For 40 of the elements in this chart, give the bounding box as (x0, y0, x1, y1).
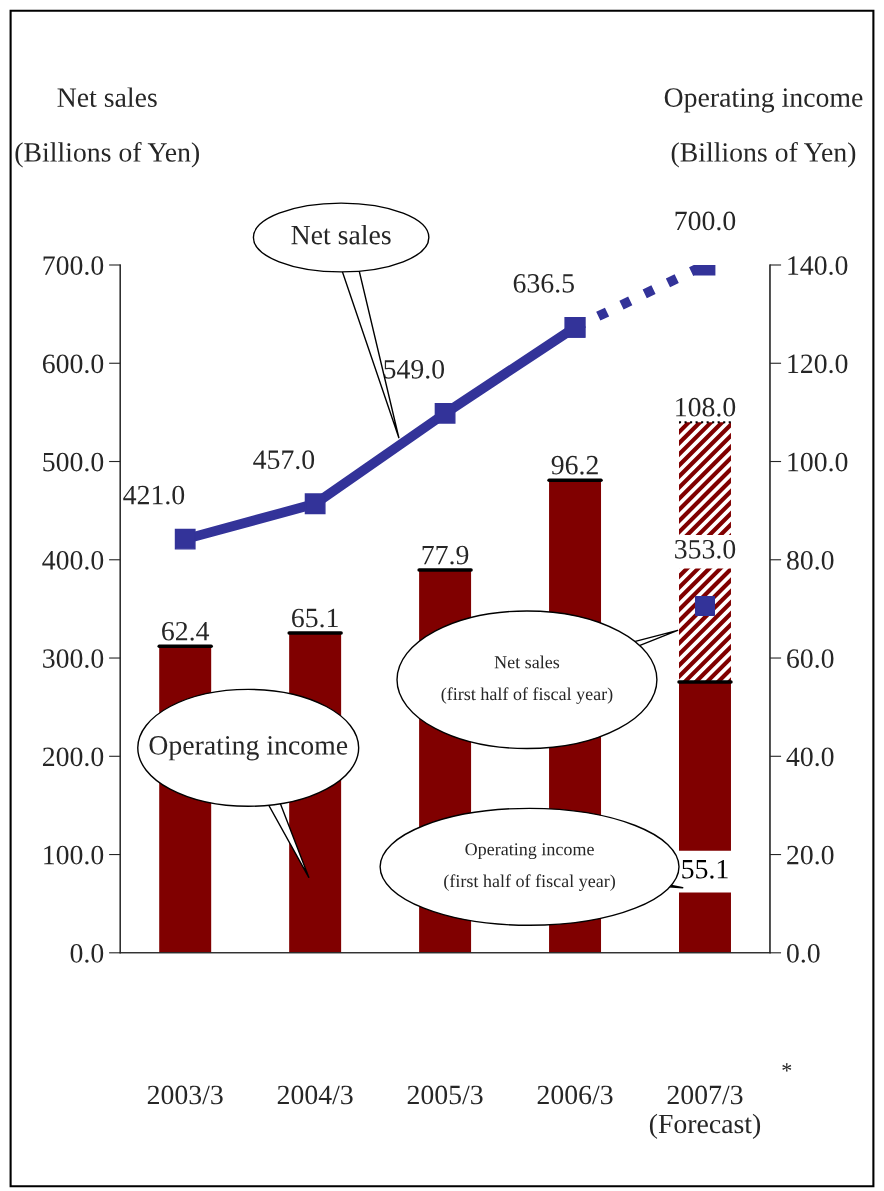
data-label: 353.0 (675, 539, 736, 559)
x-tick-label: 2007/3 (Forecast) (649, 1085, 761, 1139)
x-tick-label: 2005/3 (407, 1085, 483, 1105)
y-tick-label: 700.0 (43, 256, 104, 276)
annotation: Operating income (149, 736, 348, 761)
total-label: 77.9 (422, 545, 469, 565)
data-label: 421.0 (123, 485, 185, 505)
y2-tick-label: 140.0 (788, 256, 848, 276)
data-label: 549.0 (384, 359, 445, 379)
y-tick-label: 500.0 (43, 452, 104, 472)
annotation: Net sales (first half of fiscal year) (441, 655, 613, 704)
text: Net sales (291, 224, 391, 245)
y2-axis-title: Operating income (Billions of Yen) (664, 88, 863, 168)
y-tick-label: 300.0 (43, 649, 104, 669)
y-tick-label: 400.0 (42, 550, 104, 570)
total-label: 108.0 (676, 397, 736, 417)
text: Net sales (Billions of Yen) (15, 87, 199, 168)
data-label: 457.0 (253, 450, 315, 470)
data-label: 55.1 (682, 859, 728, 879)
y2-tick-label: 80.0 (787, 550, 834, 570)
y2-tick-label: 20.0 (787, 845, 834, 865)
y-tick-label: 0.0 (70, 943, 104, 963)
y2-tick-label: 60.0 (787, 649, 834, 669)
y2-tick-label: 0.0 (787, 943, 820, 963)
y-tick-label: 200.0 (42, 747, 104, 767)
y-tick-label: 100.0 (44, 845, 104, 865)
x-tick-label: 2003/3 (147, 1085, 223, 1105)
text: * (782, 1063, 792, 1072)
x-tick-label: 2004/3 (277, 1085, 353, 1105)
y2-tick-label: 40.0 (786, 747, 834, 767)
data-label: 700.0 (675, 211, 736, 231)
y2-tick-label: 120.0 (788, 354, 848, 374)
total-label: 96.2 (551, 455, 598, 475)
annotation: Operating income (first half of fiscal year) (444, 843, 615, 891)
total-label: 62.4 (162, 621, 210, 641)
data-label: 636.5 (513, 274, 574, 293)
y2-tick-label: 100.0 (788, 452, 848, 472)
x-tick-label: 2006/3 (537, 1085, 613, 1105)
total-label: 65.1 (292, 608, 338, 628)
y-tick-label: 600.0 (42, 354, 104, 374)
